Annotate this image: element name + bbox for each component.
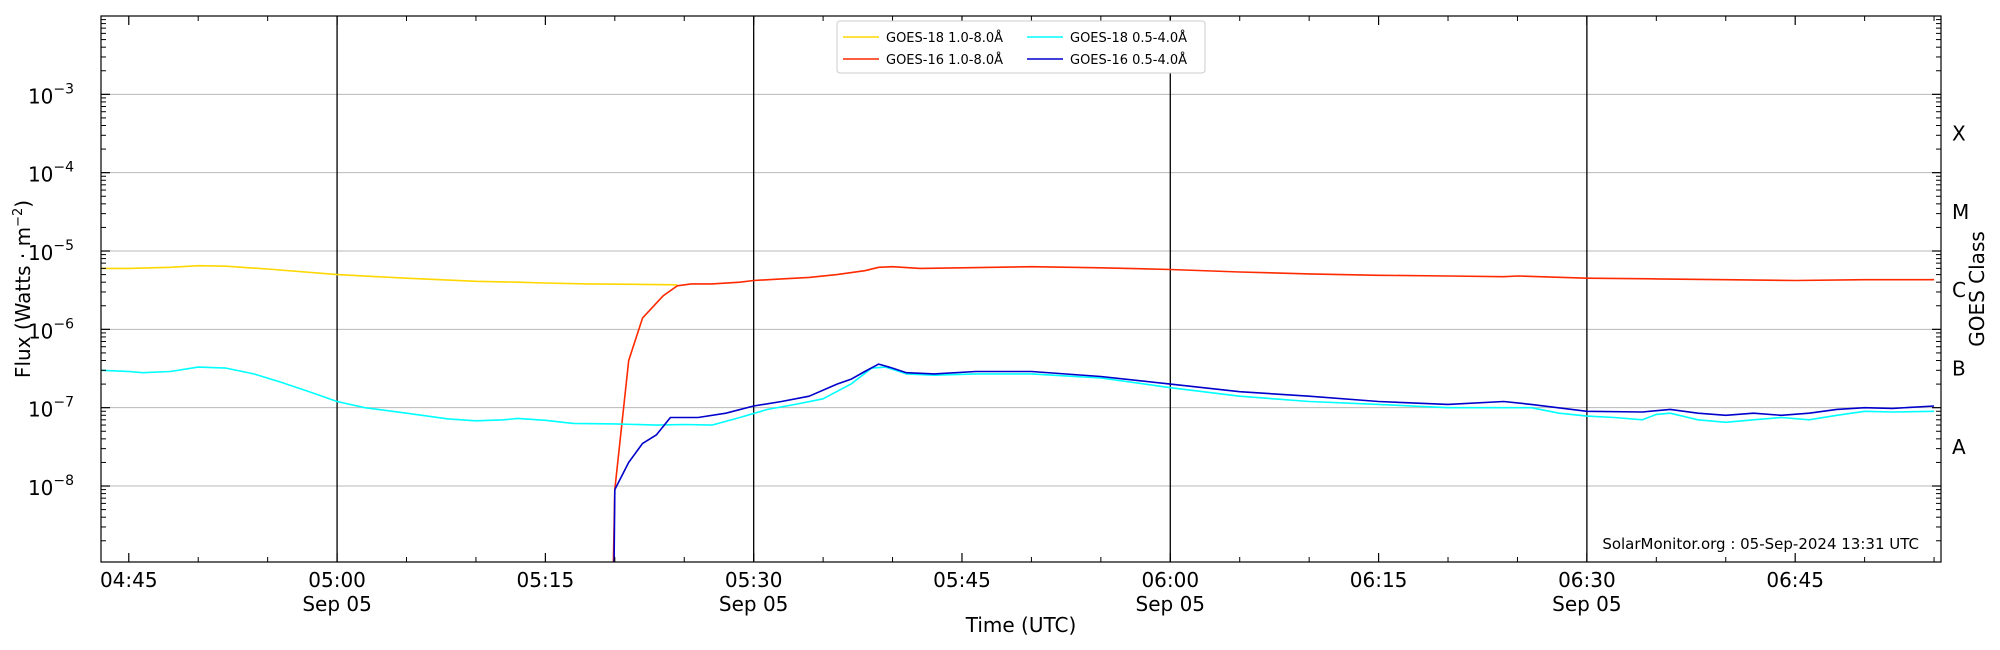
goes-class-axis-label: GOES Class (1965, 231, 1989, 347)
y-tick-label: 10−4 (28, 160, 74, 187)
legend-label-0: GOES-18 1.0-8.0Å (886, 30, 1003, 46)
x-tick-label: 06:15 (1350, 568, 1408, 592)
legend-box (836, 20, 1206, 74)
y-tick-label: 10−8 (28, 473, 74, 500)
legend-label-2: GOES-18 0.5-4.0Å (1070, 30, 1187, 46)
y-tick-label: 10−6 (28, 316, 74, 343)
series-line-2 (100, 366, 1935, 426)
x-tick-label: 06:30 (1558, 568, 1616, 592)
goes-class-C: C (1952, 278, 1966, 302)
x-tick-label: 05:45 (933, 568, 991, 592)
x-tick-label: 05:00 (308, 568, 366, 592)
series-line-1 (612, 265, 1935, 563)
series-line-3 (613, 363, 1935, 563)
x-tick-date-label: Sep 05 (719, 592, 789, 616)
x-tick-date-label: Sep 05 (302, 592, 372, 616)
y-tick-label: 10−3 (28, 81, 74, 108)
goes-class-labels: X M C B A (1952, 122, 1969, 459)
plot-frame (100, 15, 1942, 563)
x-tick-date-label: Sep 05 (1552, 592, 1622, 616)
x-tick-date-label: Sep 05 (1136, 592, 1206, 616)
goes-class-B: B (1952, 357, 1966, 381)
series-line-0 (101, 264, 678, 286)
legend-label-3: GOES-16 0.5-4.0Å (1070, 52, 1187, 68)
legend: GOES-18 1.0-8.0Å GOES-16 1.0-8.0Å GOES-18 … (836, 20, 1206, 74)
day-marker-lines (336, 16, 1588, 562)
y-axis-label: Flux (Watts · m−2) (11, 200, 35, 378)
x-axis-label: Time (UTC) (965, 613, 1077, 637)
goes-class-A: A (1952, 435, 1966, 459)
series-lines (100, 264, 1935, 563)
credit-text: SolarMonitor.org : 05-Sep-2024 13:31 UTC (1602, 535, 1919, 553)
x-tick-label: 05:15 (517, 568, 575, 592)
x-tick-label: 04:45 (100, 568, 158, 592)
x-tick-label: 06:00 (1141, 568, 1199, 592)
y-axis-ticks: 10−8 10−7 10−6 10−5 10−4 10−3 (28, 19, 1941, 542)
x-tick-label: 05:30 (725, 568, 783, 592)
goes-class-X: X (1952, 122, 1966, 146)
legend-label-1: GOES-16 1.0-8.0Å (886, 52, 1003, 68)
y-tick-label: 10−7 (28, 395, 74, 422)
gridlines (101, 93, 1941, 487)
goes-class-M: M (1952, 200, 1969, 224)
x-tick-label: 06:45 (1766, 568, 1824, 592)
y-tick-label: 10−5 (28, 238, 74, 265)
